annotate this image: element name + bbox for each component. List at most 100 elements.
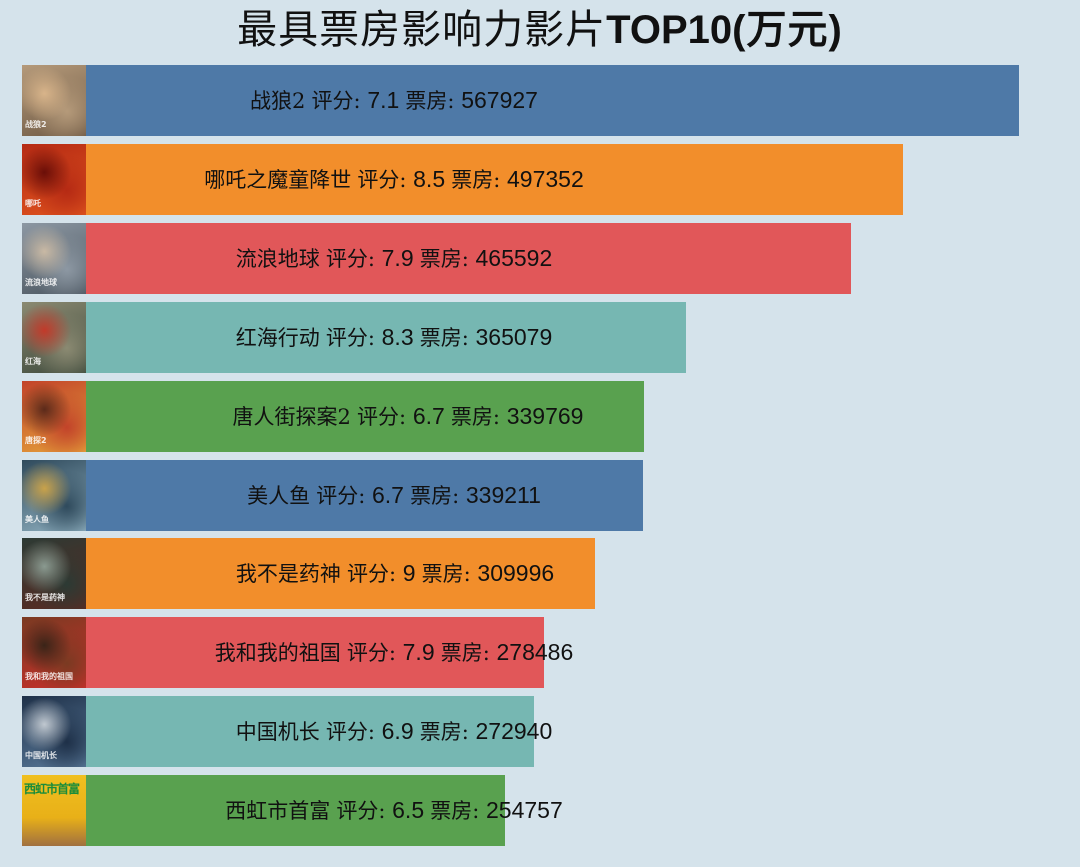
box-office-key: 票房: <box>450 405 507 429</box>
bar-label: 美人鱼 评分: 6.7 票房: 339211 <box>247 460 541 531</box>
movie-poster-image: 中国机长 <box>22 696 86 767</box>
box-office-value: 365079 <box>475 324 553 350</box>
bar-label: 我和我的祖国 评分: 7.9 票房: 278486 <box>215 617 574 688</box>
bar <box>86 223 851 294</box>
box-office-value: 497352 <box>507 166 584 192</box>
score-key: 评分: <box>311 89 368 113</box>
title-top10: TOP10 <box>606 8 733 52</box>
title-unit: (万元) <box>732 8 843 52</box>
poster-title-text: 哪吒 <box>25 199 41 208</box>
movie-poster-image: 唐探2 <box>22 381 86 452</box>
movie-poster-image: 我不是药神 <box>22 538 86 609</box>
box-office-key: 票房: <box>419 326 476 350</box>
bar <box>86 381 644 452</box>
box-office-value: 339211 <box>465 482 541 508</box>
movie-poster-image: 红海 <box>22 302 86 373</box>
movie-name: 流浪地球 <box>235 247 320 271</box>
poster-title-text: 西虹市首富 <box>24 782 80 796</box>
bar-label: 哪吒之魔童降世 评分: 8.5 票房: 497352 <box>204 144 584 215</box>
box-office-key: 票房: <box>451 168 508 192</box>
box-office-value: 567927 <box>461 87 538 113</box>
bar-label: 西虹市首富 评分: 6.5 票房: 254757 <box>225 775 563 846</box>
title-prefix: 最具票房影响力影片 <box>237 7 607 53</box>
movie-poster-image: 流浪地球 <box>22 223 86 294</box>
box-office-value: 254757 <box>486 797 563 823</box>
bar <box>86 460 643 531</box>
box-office-value: 278486 <box>496 639 574 665</box>
movie-name: 我和我的祖国 <box>214 641 341 665</box>
box-office-value: 309996 <box>477 560 555 586</box>
poster-title-text: 美人鱼 <box>25 515 49 524</box>
bar <box>86 538 595 609</box>
bar-label: 战狼2 评分: 7.1 票房: 567927 <box>250 65 538 136</box>
score-key: 评分: <box>336 799 393 823</box>
score-key: 评分: <box>357 405 413 429</box>
movie-name: 唐人街探案2 <box>232 405 351 429</box>
box-office-key: 票房: <box>410 484 466 508</box>
poster-title-text: 我不是药神 <box>25 593 65 602</box>
box-office-key: 票房: <box>405 89 462 113</box>
bar-label: 中国机长 评分: 6.9 票房: 272940 <box>236 696 553 767</box>
poster-title-text: 流浪地球 <box>25 278 57 287</box>
movie-name: 中国机长 <box>235 720 320 744</box>
box-office-value: 272940 <box>475 718 553 744</box>
movie-poster-image: 战狼2 <box>22 65 86 136</box>
box-office-key: 票房: <box>419 720 476 744</box>
movie-poster-image: 哪吒 <box>22 144 86 215</box>
score-key: 评分: <box>325 326 382 350</box>
box-office-value: 339769 <box>506 403 584 429</box>
bar-row: 流浪地球 流浪地球 评分: 7.9 票房: 465592 <box>0 223 1080 294</box>
movie-name: 红海行动 <box>235 326 320 350</box>
bar <box>86 65 1019 136</box>
bar-row: 西虹市首富 西虹市首富 评分: 6.5 票房: 254757 <box>0 775 1080 846</box>
score-key: 评分: <box>357 168 414 192</box>
bar <box>86 144 903 215</box>
movie-name: 美人鱼 <box>247 484 311 508</box>
score-value: 6.7 <box>371 482 404 508</box>
bar-label: 流浪地球 评分: 7.9 票房: 465592 <box>236 223 553 294</box>
bar-row: 我和我的祖国 我和我的祖国 评分: 7.9 票房: 278486 <box>0 617 1080 688</box>
box-office-key: 票房: <box>430 799 487 823</box>
score-value: 8.5 <box>413 166 446 192</box>
movie-name: 西虹市首富 <box>225 799 331 823</box>
box-office-value: 465592 <box>475 245 553 271</box>
bar-row: 唐探2 唐人街探案2 评分: 6.7 票房: 339769 <box>0 381 1080 452</box>
box-office-key: 票房: <box>440 641 497 665</box>
score-value: 7.9 <box>402 639 435 665</box>
poster-title-text: 我和我的祖国 <box>25 672 73 681</box>
score-value: 6.7 <box>412 403 445 429</box>
chart-title: 最具票房影响力影片TOP10(万元) <box>0 4 1080 56</box>
bar-row: 红海 红海行动 评分: 8.3 票房: 365079 <box>0 302 1080 373</box>
score-key: 评分: <box>346 641 403 665</box>
poster-title-text: 中国机长 <box>25 751 57 760</box>
bar-label: 唐人街探案2 评分: 6.7 票房: 339769 <box>233 381 584 452</box>
box-office-key: 票房: <box>419 247 476 271</box>
bar-label: 红海行动 评分: 8.3 票房: 365079 <box>236 302 553 373</box>
score-key: 评分: <box>316 484 372 508</box>
bar-row: 我不是药神 我不是药神 评分: 9 票房: 309996 <box>0 538 1080 609</box>
poster-title-text: 唐探2 <box>25 436 47 445</box>
movie-poster-image: 西虹市首富 <box>22 775 86 846</box>
bar <box>86 302 686 373</box>
bar <box>86 696 534 767</box>
score-key: 评分: <box>325 720 382 744</box>
poster-title-text: 战狼2 <box>25 120 47 129</box>
movie-name: 我不是药神 <box>235 562 341 586</box>
movie-name: 战狼2 <box>250 89 306 113</box>
score-value: 7.1 <box>367 87 400 113</box>
movie-poster-image: 我和我的祖国 <box>22 617 86 688</box>
bar <box>86 775 505 846</box>
bar-label: 我不是药神 评分: 9 票房: 309996 <box>236 538 554 609</box>
score-key: 评分: <box>325 247 382 271</box>
score-value: 6.9 <box>381 718 414 744</box>
score-key: 评分: <box>346 562 403 586</box>
poster-title-text: 红海 <box>25 357 41 366</box>
bar-row: 美人鱼 美人鱼 评分: 6.7 票房: 339211 <box>0 460 1080 531</box>
bar-row: 中国机长 中国机长 评分: 6.9 票房: 272940 <box>0 696 1080 767</box>
box-office-key: 票房: <box>421 562 478 586</box>
movie-poster-image: 美人鱼 <box>22 460 86 531</box>
score-value: 6.5 <box>392 797 425 823</box>
bar-row: 哪吒 哪吒之魔童降世 评分: 8.5 票房: 497352 <box>0 144 1080 215</box>
bar-row: 战狼2 战狼2 评分: 7.1 票房: 567927 <box>0 65 1080 136</box>
score-value: 9 <box>402 560 416 586</box>
